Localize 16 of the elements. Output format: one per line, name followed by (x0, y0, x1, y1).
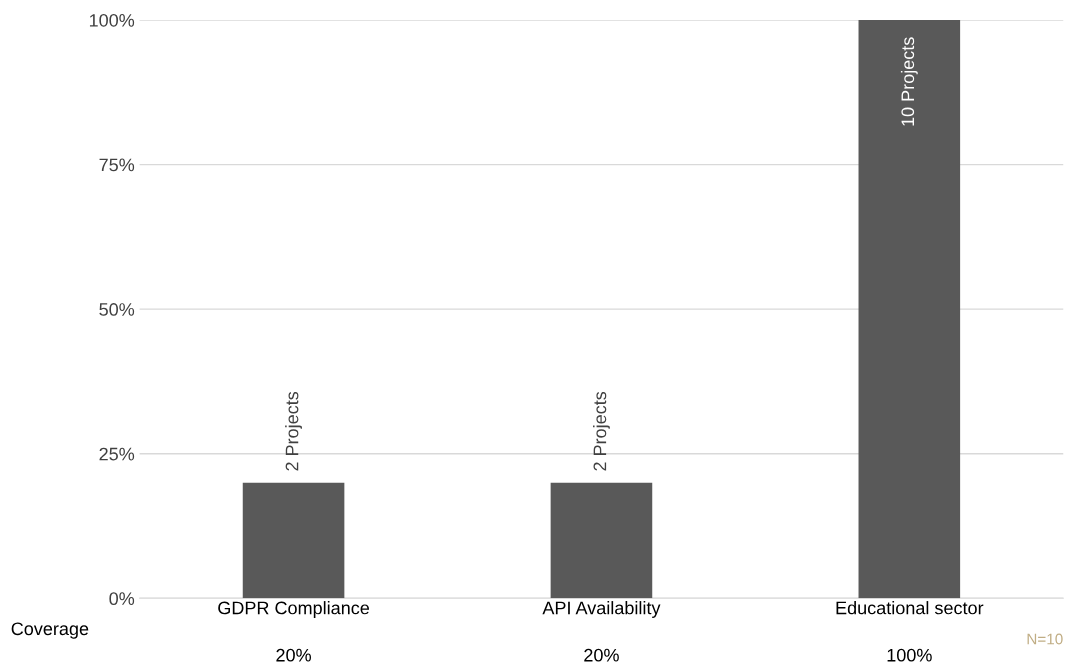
data-label: 20% (584, 648, 619, 662)
data-label: 20% (276, 648, 311, 662)
x-tick-label: Educational sector (836, 601, 984, 615)
text: N=10 (1027, 633, 1063, 645)
y-tick-label: 100% (89, 13, 135, 27)
annotation: 2 Projects (593, 391, 610, 471)
y-tick-label: 75% (99, 158, 135, 172)
text: Coverage (11, 622, 89, 639)
y-tick-label: 50% (99, 303, 135, 316)
y-tick-label: 25% (99, 447, 135, 461)
x-tick-label: API Availability (542, 601, 661, 618)
annotation: 2 Projects (285, 391, 302, 471)
y-tick-label: 0% (109, 592, 135, 606)
x-tick-label: GDPR Compliance (218, 601, 370, 618)
annotation: 10 Projects (900, 37, 918, 126)
data-label: 100% (887, 648, 932, 662)
